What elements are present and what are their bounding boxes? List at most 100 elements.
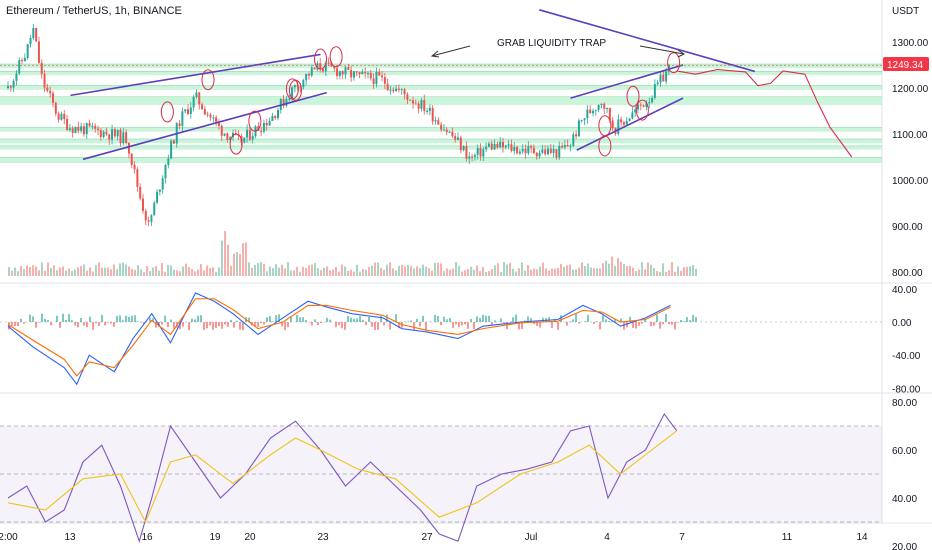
candle-body: [423, 100, 426, 112]
candle-body: [156, 191, 159, 203]
macd-histogram-bar: [359, 316, 361, 322]
candle-body: [459, 137, 462, 151]
candle-body: [617, 119, 620, 134]
macd-histogram-bar: [602, 315, 604, 322]
macd-histogram-bar: [440, 322, 442, 326]
macd-histogram-bar: [635, 322, 637, 329]
candle-body: [37, 41, 40, 63]
macd-histogram-bar: [641, 322, 643, 324]
macd-histogram-bar: [593, 322, 595, 324]
candle-body: [372, 78, 375, 85]
macd-histogram-bar: [260, 322, 262, 324]
macd-histogram-bar: [50, 322, 52, 326]
candle-body: [178, 123, 181, 127]
volume-bar: [26, 265, 28, 276]
volume-bar: [650, 264, 652, 276]
volume-bar: [476, 265, 478, 276]
macd-histogram-bar: [398, 322, 400, 329]
candle-body: [637, 104, 639, 110]
macd-histogram-bar: [623, 322, 625, 330]
volume-bar: [614, 265, 616, 276]
candle-body: [580, 119, 583, 121]
volume-bar: [170, 265, 172, 276]
volume-bar: [44, 270, 46, 276]
macd-histogram-bar: [356, 318, 358, 322]
volume-bar: [473, 269, 475, 276]
candle-body: [26, 44, 29, 59]
candle-body: [262, 123, 265, 132]
volume-bar: [320, 270, 322, 276]
volume-bar: [236, 252, 238, 276]
candle-body: [21, 60, 24, 62]
macd-histogram-bar: [218, 322, 220, 327]
candle-body: [558, 145, 561, 158]
time-tick-label: 2:00: [0, 532, 18, 543]
macd-histogram-bar: [530, 318, 532, 322]
macd-histogram-bar: [125, 315, 127, 322]
price-tick-label: 1100.00: [892, 130, 928, 141]
support-zone: [0, 139, 882, 144]
trend-line: [576, 97, 684, 151]
candle-body: [265, 123, 268, 126]
support-zone: [0, 145, 882, 150]
volume-bar: [533, 268, 535, 276]
macd-histogram-bar: [536, 322, 538, 326]
volume-bar: [146, 266, 148, 276]
candle-body: [642, 105, 645, 107]
volume-bar: [383, 269, 385, 276]
support-zone: [0, 64, 882, 69]
macd-histogram-bar: [572, 319, 574, 322]
candle-body: [111, 129, 114, 140]
candle-body: [122, 132, 125, 144]
volume-bar: [89, 267, 91, 276]
macd-histogram-bar: [476, 316, 478, 322]
candle-body: [561, 145, 564, 148]
volume-bar: [74, 269, 76, 276]
volume-bar: [404, 266, 406, 276]
macd-histogram-bar: [662, 322, 664, 325]
macd-histogram-bar: [692, 315, 694, 322]
candle-body: [487, 143, 490, 147]
macd-line: [7, 298, 671, 377]
macd-histogram-bar: [368, 316, 370, 322]
volume-bar: [692, 265, 694, 276]
candle-body: [417, 103, 420, 109]
macd-histogram-bar: [695, 317, 697, 322]
volume-bar: [41, 262, 43, 276]
volume-bar: [29, 267, 31, 276]
candle-body: [344, 67, 347, 75]
macd-histogram-bar: [335, 322, 337, 328]
volume-bar: [71, 271, 73, 276]
macd-histogram-bar: [371, 322, 373, 327]
macd-histogram-bar: [35, 322, 37, 328]
candle-body: [493, 143, 496, 150]
volume-bar: [302, 266, 304, 276]
volume-bar: [95, 265, 97, 276]
macd-histogram-bar: [71, 320, 73, 322]
macd-histogram-bar: [344, 322, 346, 330]
candle-body: [229, 137, 232, 141]
macd-histogram-bar: [320, 322, 322, 323]
macd-histogram-bar: [227, 322, 229, 327]
macd-histogram-bar: [455, 322, 457, 325]
macd-histogram-bar: [605, 319, 607, 322]
circle-marker: [667, 52, 681, 74]
volume-bar: [548, 270, 550, 276]
macd-histogram-bar: [578, 322, 580, 324]
volume-bar: [131, 268, 133, 276]
macd-tick-label: -40.00: [892, 351, 921, 362]
candle-body: [611, 120, 614, 128]
candle-body: [105, 131, 108, 135]
macd-histogram-bar: [548, 317, 550, 322]
candle-body: [625, 120, 628, 125]
volume-bar: [425, 266, 427, 276]
macd-histogram-bar: [92, 322, 94, 330]
last-price-badge: [883, 57, 929, 71]
volume-bar: [119, 263, 121, 276]
volume-bar: [668, 270, 670, 276]
candle-body: [217, 121, 220, 126]
macd-histogram-bar: [566, 322, 568, 326]
macd-histogram-bar: [290, 316, 292, 322]
candle-body: [656, 82, 659, 85]
